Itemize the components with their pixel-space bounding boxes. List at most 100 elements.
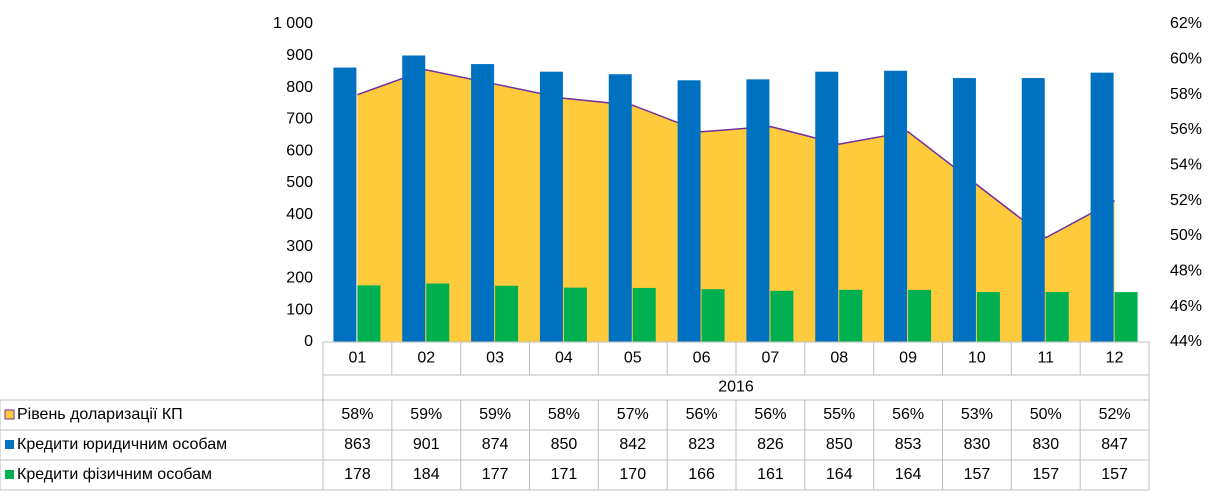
- y2-tick-label: 54%: [1170, 157, 1202, 174]
- y2-tick-label: 44%: [1170, 333, 1202, 350]
- x-tick-label: 06: [693, 350, 711, 367]
- table-value: 56%: [754, 406, 786, 423]
- bar: [701, 289, 725, 342]
- y-tick-label: 1 000: [273, 15, 313, 32]
- bar: [1114, 292, 1138, 342]
- y2-tick-label: 46%: [1170, 298, 1202, 315]
- bar: [1021, 78, 1045, 342]
- table-value: 901: [413, 436, 440, 453]
- table-value: 164: [895, 466, 922, 483]
- y2-tick-label: 52%: [1170, 192, 1202, 209]
- bar: [908, 289, 932, 342]
- y2-tick-label: 56%: [1170, 121, 1202, 138]
- table-value: 50%: [1030, 406, 1062, 423]
- table-value: 52%: [1099, 406, 1131, 423]
- y2-tick-label: 48%: [1170, 263, 1202, 280]
- table-value: 164: [826, 466, 853, 483]
- bar: [608, 74, 632, 342]
- table-value: 57%: [617, 406, 649, 423]
- legend-swatch: [4, 409, 15, 420]
- bar: [677, 80, 701, 342]
- x-tick-label: 09: [899, 350, 917, 367]
- table-value: 850: [826, 436, 853, 453]
- legend-label: Кредити фізичним особам: [17, 466, 212, 483]
- y-tick-label: 800: [286, 79, 313, 96]
- table-value: 58%: [548, 406, 580, 423]
- table-value: 178: [344, 466, 371, 483]
- table-value: 823: [688, 436, 715, 453]
- bar: [495, 285, 519, 342]
- x-tick-label: 04: [555, 350, 573, 367]
- y-tick-label: 900: [286, 47, 313, 64]
- x-tick-label: 05: [624, 350, 642, 367]
- area: [357, 69, 1115, 342]
- table-value: 53%: [961, 406, 993, 423]
- table-value: 850: [551, 436, 578, 453]
- table-value: 55%: [823, 406, 855, 423]
- bar: [952, 78, 976, 342]
- table-value: 161: [757, 466, 784, 483]
- table-value: 842: [619, 436, 646, 453]
- y2-tick-label: 62%: [1170, 15, 1202, 32]
- y2-tick-label: 50%: [1170, 227, 1202, 244]
- x-tick-label: 08: [830, 350, 848, 367]
- table-value: 184: [413, 466, 440, 483]
- table-value: 157: [964, 466, 991, 483]
- table-value: 830: [1032, 436, 1059, 453]
- table-value: 59%: [479, 406, 511, 423]
- table-value: 853: [895, 436, 922, 453]
- bar: [746, 79, 770, 342]
- x-tick-label: 01: [349, 350, 367, 367]
- table-value: 157: [1032, 466, 1059, 483]
- x-tick-label: 07: [762, 350, 780, 367]
- x-group-label: 2016: [718, 379, 754, 396]
- table-value: 826: [757, 436, 784, 453]
- bar: [976, 292, 1000, 342]
- bar: [539, 71, 563, 342]
- table-value: 157: [1101, 466, 1128, 483]
- table-value: 58%: [341, 406, 373, 423]
- table-value: 863: [344, 436, 371, 453]
- x-tick-label: 10: [968, 350, 986, 367]
- bar: [815, 71, 839, 342]
- y-tick-label: 0: [304, 333, 313, 350]
- bar: [563, 287, 587, 342]
- y-tick-label: 300: [286, 238, 313, 255]
- legend-swatch: [5, 440, 14, 449]
- y-tick-label: 500: [286, 174, 313, 191]
- legend-label: Рівень доларизації КП: [17, 406, 183, 423]
- x-tick-label: 12: [1106, 350, 1124, 367]
- bar: [884, 70, 908, 342]
- bar: [632, 287, 656, 342]
- bar: [402, 55, 426, 343]
- y-tick-label: 700: [286, 111, 313, 128]
- y-tick-label: 100: [286, 301, 313, 318]
- table-value: 170: [619, 466, 646, 483]
- y-tick-label: 200: [286, 270, 313, 287]
- legend-swatch: [5, 470, 14, 479]
- x-tick-label: 02: [417, 350, 435, 367]
- x-tick-label: 11: [1037, 350, 1054, 367]
- bar: [1045, 292, 1069, 342]
- bar: [770, 290, 794, 342]
- bar: [839, 289, 863, 342]
- table-value: 59%: [410, 406, 442, 423]
- bar: [471, 64, 495, 343]
- table-value: 177: [482, 466, 509, 483]
- y2-tick-label: 58%: [1170, 86, 1202, 103]
- table-value: 830: [964, 436, 991, 453]
- table-value: 56%: [892, 406, 924, 423]
- y2-tick-label: 60%: [1170, 51, 1202, 68]
- x-tick-label: 03: [486, 350, 504, 367]
- table-value: 874: [482, 436, 509, 453]
- y-tick-label: 400: [286, 206, 313, 223]
- bar: [333, 67, 357, 342]
- table-value: 847: [1101, 436, 1128, 453]
- bar: [426, 283, 450, 342]
- table-value: 171: [551, 466, 578, 483]
- bar: [1090, 72, 1114, 343]
- y-tick-label: 600: [286, 142, 313, 159]
- legend-label: Кредити юридичним особам: [17, 436, 227, 453]
- table-value: 166: [688, 466, 715, 483]
